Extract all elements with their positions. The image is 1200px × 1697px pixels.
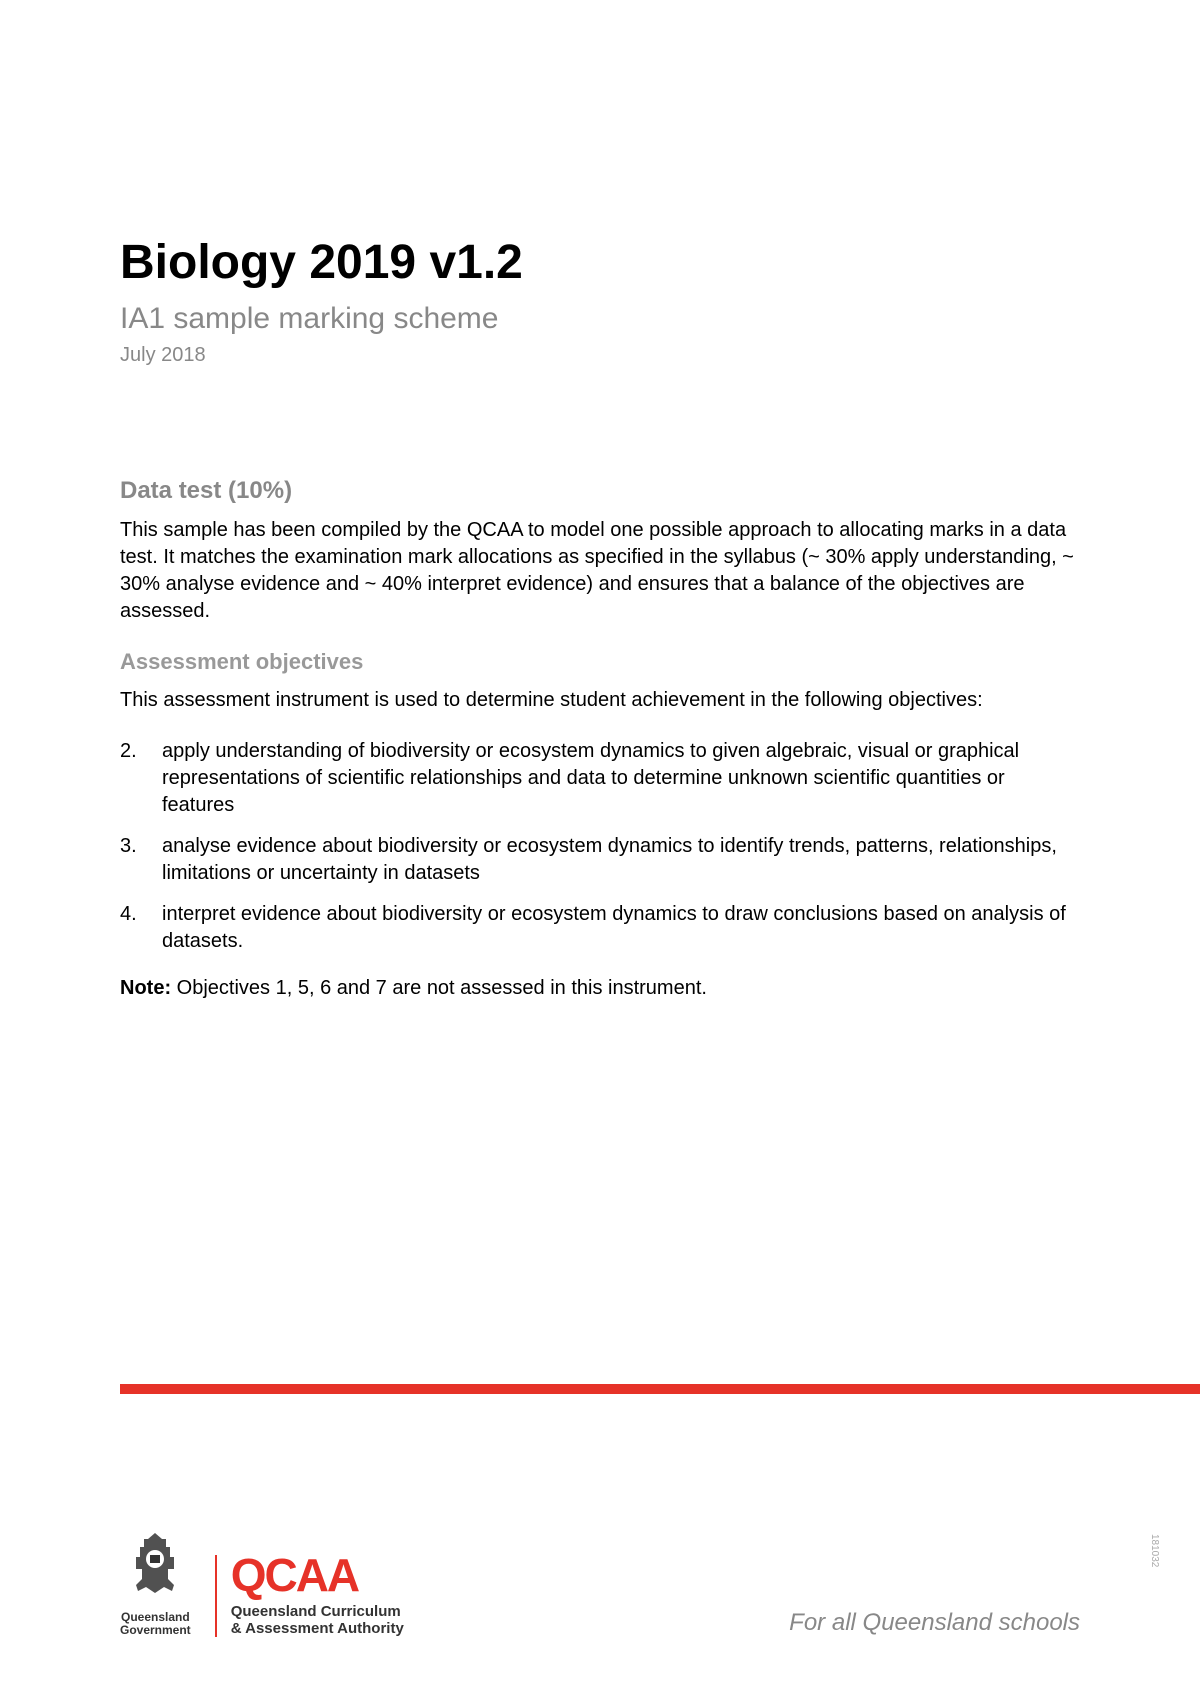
- list-item: 2. apply understanding of biodiversity o…: [120, 738, 1080, 819]
- document-subtitle: IA1 sample marking scheme: [120, 302, 1080, 336]
- assessment-intro: This assessment instrument is used to de…: [120, 687, 1080, 714]
- document-title: Biology 2019 v1.2: [120, 235, 1080, 290]
- coat-of-arms-icon: [124, 1529, 186, 1607]
- list-text: analyse evidence about biodiversity or e…: [162, 835, 1057, 884]
- list-number: 2.: [120, 738, 137, 765]
- section-heading: Data test (10%): [120, 477, 1080, 505]
- page-content: Biology 2019 v1.2 IA1 sample marking sch…: [0, 0, 1200, 1002]
- footer-tagline: For all Queensland schools: [789, 1609, 1080, 1637]
- list-number: 4.: [120, 901, 137, 928]
- list-item: 3. analyse evidence about biodiversity o…: [120, 833, 1080, 887]
- footer-logos: Queensland Government QCAA Queensland Cu…: [120, 1529, 404, 1637]
- note-body: Objectives 1, 5, 6 and 7 are not assesse…: [171, 977, 707, 999]
- intro-paragraph: This sample has been compiled by the QCA…: [120, 517, 1080, 625]
- divider-bar: [120, 1384, 1200, 1394]
- qcaa-org-name: Queensland Curriculum & Assessment Autho…: [231, 1603, 404, 1638]
- footer: Queensland Government QCAA Queensland Cu…: [120, 1529, 1080, 1637]
- qcaa-logo-text: QCAA: [231, 1555, 404, 1596]
- note-label: Note:: [120, 977, 171, 999]
- list-text: interpret evidence about biodiversity or…: [162, 903, 1066, 952]
- note-paragraph: Note: Objectives 1, 5, 6 and 7 are not a…: [120, 975, 1080, 1002]
- qld-gov-text: Queensland Government: [120, 1611, 191, 1637]
- objectives-list: 2. apply understanding of biodiversity o…: [120, 738, 1080, 955]
- qld-gov-logo: Queensland Government: [120, 1529, 191, 1637]
- document-date: July 2018: [120, 344, 1080, 367]
- qcaa-logo-block: QCAA Queensland Curriculum & Assessment …: [215, 1555, 404, 1637]
- document-id: 181032: [1149, 1534, 1160, 1567]
- list-text: apply understanding of biodiversity or e…: [162, 740, 1019, 816]
- assessment-heading: Assessment objectives: [120, 649, 1080, 675]
- list-number: 3.: [120, 833, 137, 860]
- list-item: 4. interpret evidence about biodiversity…: [120, 901, 1080, 955]
